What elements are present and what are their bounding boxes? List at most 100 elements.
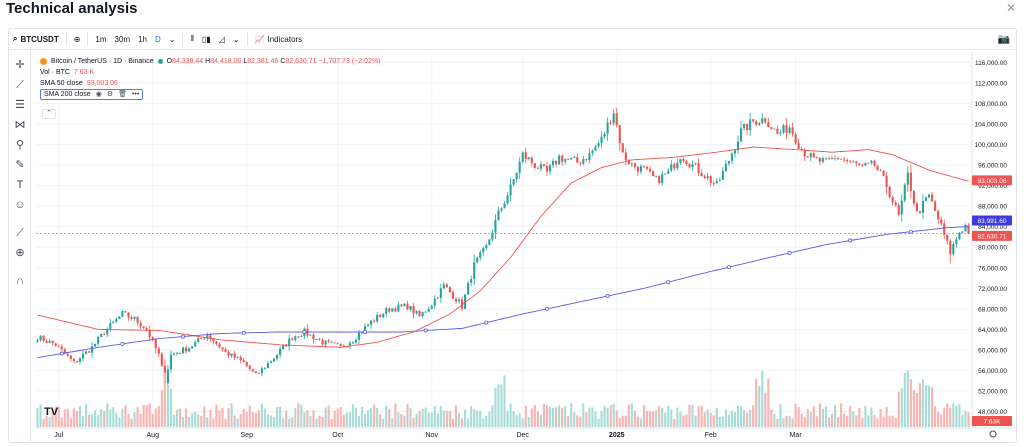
candle-body [876, 165, 879, 171]
volume-bar [172, 414, 176, 427]
volume-bar [324, 407, 327, 427]
candle-body [533, 163, 536, 168]
volume-bar [794, 404, 797, 427]
candle-body [733, 150, 737, 154]
candle-body [454, 298, 458, 302]
volume-bar [676, 407, 679, 427]
brush-icon[interactable]: ✎ [15, 159, 25, 171]
chart-type-chevron-down-icon[interactable]: ⌄ [232, 34, 240, 44]
close-icon[interactable]: ✕ [1005, 1, 1016, 15]
candle-body [291, 338, 294, 340]
candle-body [54, 343, 57, 346]
volume-bar [827, 417, 831, 427]
drawing-toolbar: ✛ ⟋ ☰ ⋈ ⚲ ✎ T ☺ ⟋ ⊕ ∩ [9, 50, 31, 442]
candle-body [736, 141, 740, 151]
volume-bar [833, 404, 837, 427]
magnet-icon[interactable]: ∩ [16, 275, 24, 287]
candle-body [827, 157, 831, 159]
camera-icon[interactable]: 📷 [997, 33, 1010, 45]
volume-bar [767, 378, 770, 427]
volume-bar [739, 406, 743, 427]
candle-body [767, 122, 770, 128]
volume-bar [209, 409, 212, 427]
volume-bar [931, 387, 934, 427]
y-tick-label: 100,000.00 [974, 142, 1007, 149]
collapse-legend-button[interactable]: ⌃ [42, 109, 56, 119]
interval-30m[interactable]: 30m [114, 34, 131, 44]
interval-d[interactable]: D [155, 34, 161, 44]
zoom-icon[interactable]: ⊕ [15, 247, 25, 259]
text-icon[interactable]: T [16, 179, 24, 191]
candle-body [400, 304, 403, 307]
area-icon[interactable]: ◿ [218, 34, 225, 44]
volume-bar [260, 403, 263, 427]
interval-1h[interactable]: 1h [138, 34, 147, 44]
y-tick-label: 48,000.00 [978, 409, 1007, 416]
candle-body [36, 340, 39, 342]
bars-icon[interactable]: ⫴ [190, 34, 194, 43]
volume-bar [961, 415, 964, 427]
volume-bar [497, 384, 500, 427]
volume-bar [597, 418, 600, 427]
volume-bar [688, 404, 691, 427]
candle-body [700, 173, 703, 177]
candle-body [279, 348, 282, 355]
volume-bar [476, 410, 479, 427]
volume-bar [433, 405, 436, 427]
crosshair-icon[interactable]: ✛ [15, 59, 25, 71]
symbol-search[interactable]: ⌕ BTCUSDT [9, 29, 63, 50]
volume-bar [57, 406, 60, 427]
more-icon[interactable]: ••• [131, 91, 140, 98]
volume-bar [852, 411, 855, 427]
candle-body [849, 161, 852, 163]
candle-body [285, 345, 288, 347]
volume-bar [840, 403, 843, 427]
eye-icon[interactable]: ◉ [95, 91, 102, 98]
settings-icon[interactable]: ⚙ [106, 91, 114, 98]
volume-bar [185, 408, 188, 427]
ruler-icon[interactable]: ⟋ [16, 227, 24, 239]
candle-body [776, 128, 779, 134]
sma50-price-label-bg [972, 175, 1012, 186]
sma200-marker [848, 238, 853, 243]
volume-bar [773, 414, 776, 427]
candles-icon[interactable]: ▯▮ [201, 34, 211, 44]
interval-chevron-down-icon[interactable]: ⌄ [168, 34, 176, 44]
volume-bar [215, 404, 218, 427]
candle-body [103, 333, 106, 335]
volume-bar [91, 414, 94, 427]
candle-body [442, 284, 445, 289]
candle-body [488, 239, 491, 246]
candle-body [191, 346, 194, 349]
indicators-button[interactable]: 📈 Indicators [251, 29, 307, 50]
add-symbol-button[interactable]: ⊕ [70, 29, 85, 50]
volume-bar [154, 408, 157, 427]
candle-body [448, 287, 451, 293]
emoji-icon[interactable]: ☺ [14, 199, 26, 211]
volume-bar [106, 403, 109, 427]
candle-body [327, 340, 330, 342]
fib-icon[interactable]: ☰ [15, 99, 25, 111]
pattern-icon[interactable]: ⋈ [14, 119, 26, 131]
bitcoin-logo-icon [40, 58, 47, 65]
trash-icon[interactable]: 🗑 [118, 91, 127, 98]
volume-bar [779, 404, 782, 427]
volume-bar [943, 407, 946, 427]
sma200-marker [726, 265, 731, 270]
volume-bar [937, 411, 940, 427]
candle-body [297, 336, 300, 338]
candle-body [373, 320, 376, 322]
candle-body [48, 340, 51, 343]
candle-body [749, 119, 752, 131]
interval-1m[interactable]: 1m [95, 34, 107, 44]
sma200-marker [363, 329, 368, 334]
y-tick-label: 92,000.00 [978, 183, 1007, 190]
candle-body [345, 346, 348, 348]
candle-body [84, 351, 88, 354]
trendline-icon[interactable]: ⟋ [16, 79, 24, 91]
projection-icon[interactable]: ⚲ [15, 139, 25, 151]
indicators-icon: 📈 [254, 34, 265, 44]
candle-body [188, 348, 191, 352]
sma200-legend[interactable]: SMA 200 close ◉ ⚙ 🗑 ••• [40, 89, 144, 100]
